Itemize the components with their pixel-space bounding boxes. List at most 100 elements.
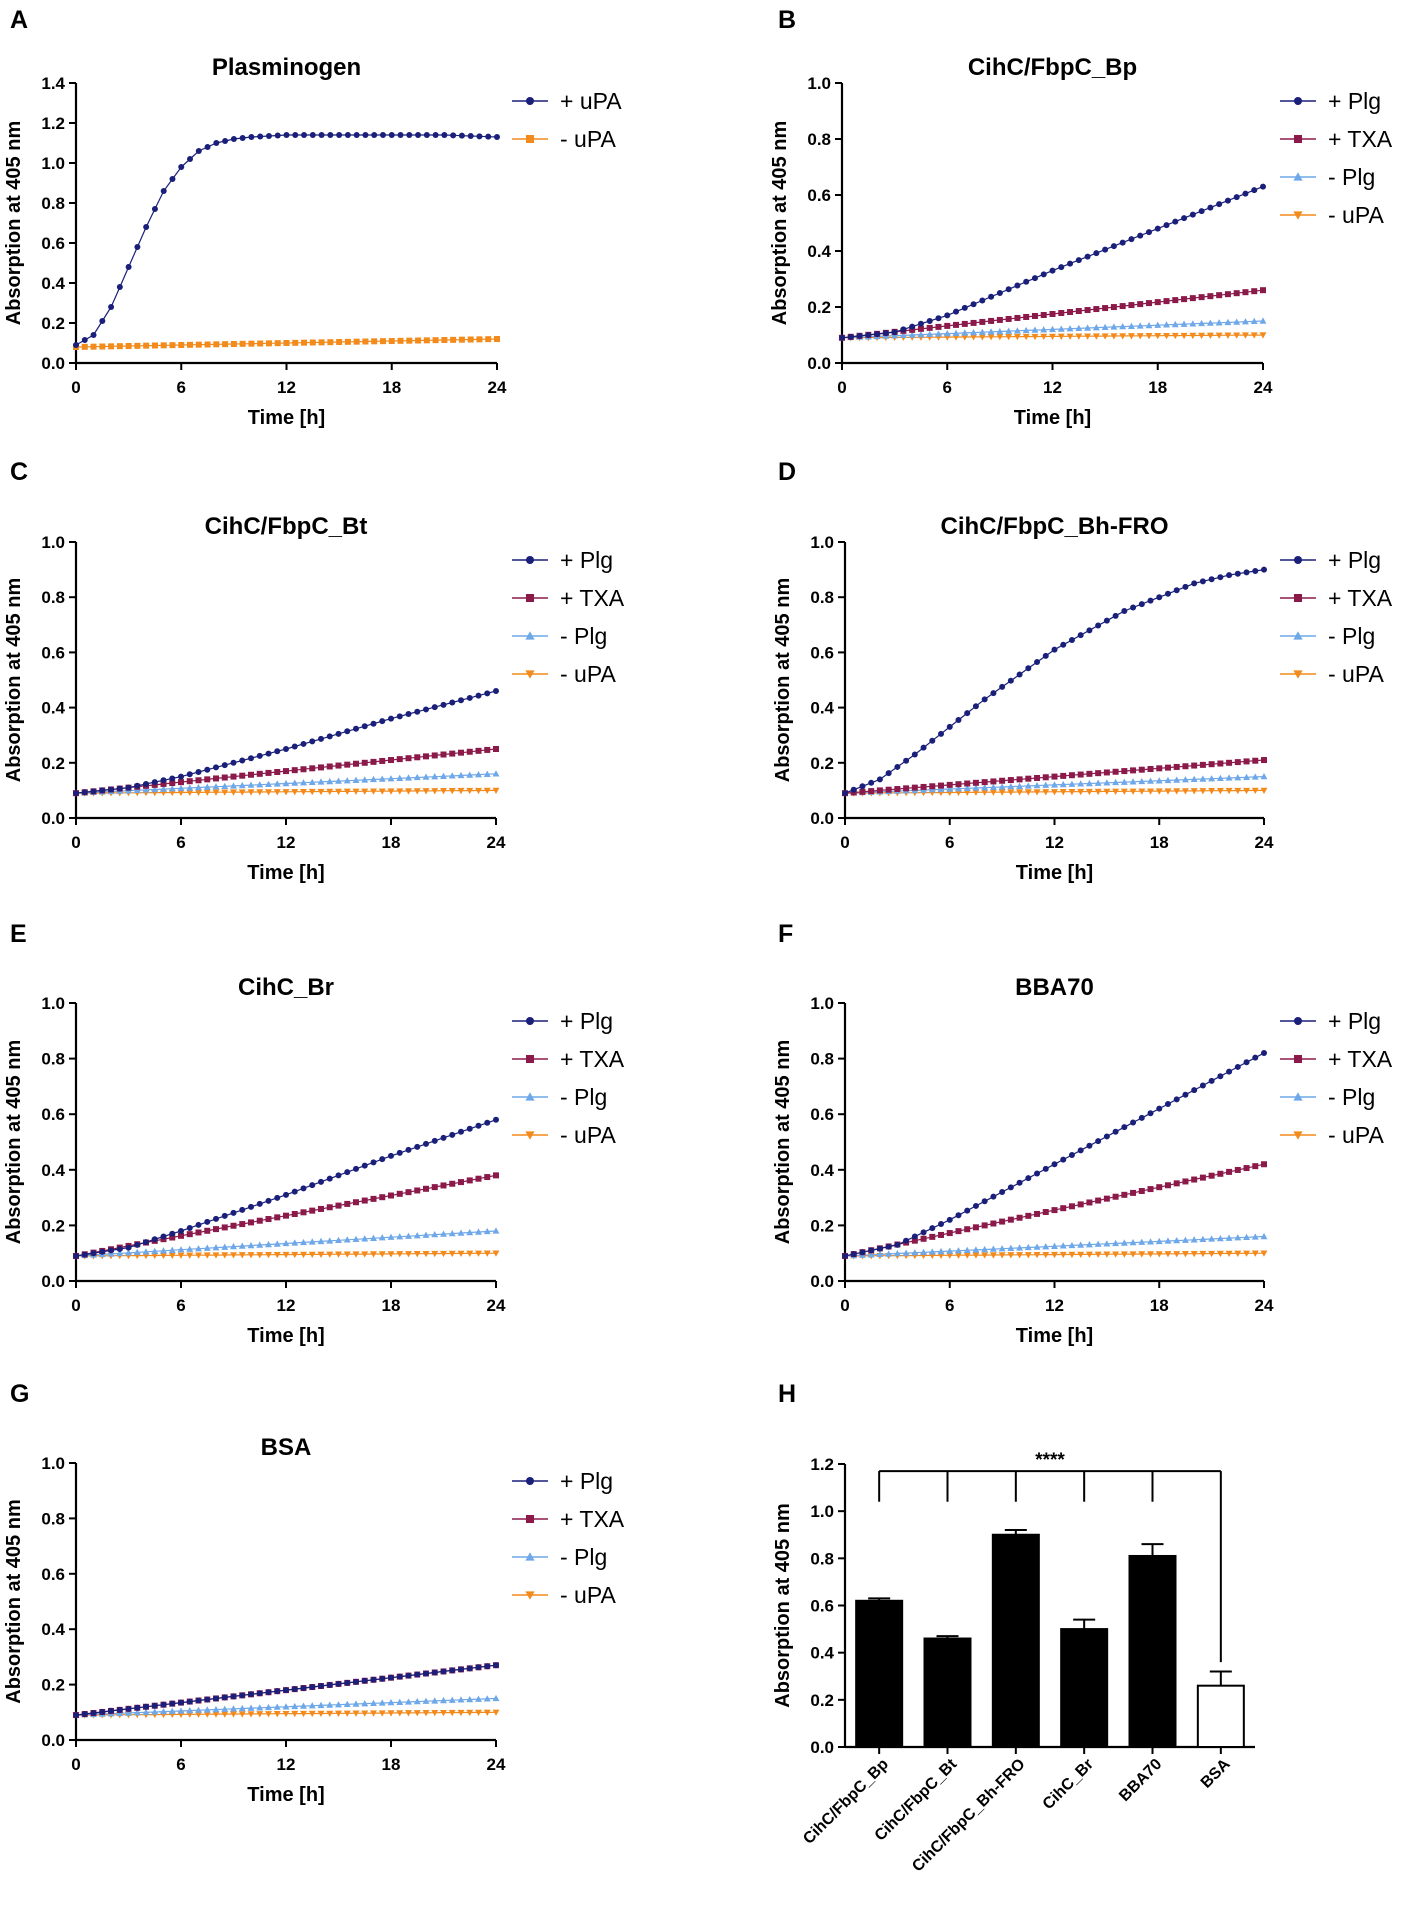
legend-label: - uPA [1328, 661, 1384, 687]
legend-label: - Plg [1328, 1084, 1375, 1110]
data-point [422, 788, 430, 795]
data-point [1261, 566, 1267, 573]
data-point [204, 144, 211, 150]
data-point [73, 342, 79, 348]
data-point [1243, 569, 1250, 576]
data-point [265, 133, 272, 139]
data-point [1051, 646, 1058, 653]
data-point [413, 773, 421, 781]
data-point [308, 778, 316, 785]
data-point [1066, 325, 1074, 332]
data-point [256, 1252, 264, 1259]
legend: + Plg + TXA - Plg - uPA [512, 547, 625, 687]
data-point [352, 1700, 360, 1707]
data-point [937, 1247, 945, 1255]
panel-title: CihC/FbpC_Bp [968, 54, 1137, 81]
data-point [1164, 1182, 1171, 1189]
data-point [361, 1235, 369, 1242]
data-point [1112, 778, 1120, 786]
data-point [291, 1702, 299, 1710]
data-point [1024, 1252, 1032, 1259]
y-tick-label: 0.8 [810, 1549, 834, 1568]
x-tick-label: 6 [176, 1755, 185, 1774]
data-point [483, 1709, 491, 1716]
data-point [352, 788, 360, 795]
legend-label: + Plg [560, 1468, 613, 1494]
data-point [970, 334, 978, 341]
data-point [344, 728, 351, 735]
data-point [1171, 332, 1179, 340]
series-txa [842, 757, 1267, 797]
x-category-label: BBA70 [1116, 1756, 1165, 1805]
data-point [230, 759, 237, 766]
data-point [1059, 1242, 1067, 1249]
data-point [1075, 257, 1082, 264]
x-tick-label: 24 [487, 833, 506, 852]
data-point [1189, 211, 1196, 218]
data-point [1163, 321, 1170, 328]
data-point [1138, 766, 1145, 773]
y-tick-label: 0.6 [41, 1105, 65, 1124]
data-point [1051, 773, 1058, 780]
data-point [466, 1709, 474, 1717]
legend-item: - Plg [1280, 1084, 1375, 1110]
data-point [1129, 1239, 1137, 1246]
data-point [335, 1710, 342, 1717]
data-point [291, 1686, 298, 1693]
data-point [475, 1664, 482, 1671]
data-point [917, 325, 924, 332]
data-point [1016, 671, 1023, 678]
data-point [475, 1709, 482, 1717]
data-point [1120, 1251, 1128, 1258]
legend: + Plg + TXA - Plg - uPA [1280, 547, 1393, 687]
data-point [212, 1252, 220, 1259]
legend-label: - uPA [1328, 202, 1384, 228]
data-point [318, 339, 325, 346]
y-axis-title: Absorption at 405 nm [772, 1040, 794, 1244]
data-point [1215, 332, 1223, 339]
data-point [116, 785, 123, 792]
data-point [133, 1709, 141, 1716]
legend-label: + TXA [560, 1506, 625, 1532]
data-point [909, 323, 916, 330]
data-point [1191, 1176, 1198, 1183]
data-point [1042, 1165, 1049, 1172]
data-point [265, 780, 272, 788]
data-point [1013, 327, 1021, 334]
data-point [186, 1698, 193, 1705]
data-point [308, 788, 316, 796]
data-point [362, 132, 369, 138]
data-point [842, 1252, 848, 1259]
data-point [423, 706, 429, 713]
data-point [431, 773, 439, 780]
data-point [151, 1247, 159, 1254]
data-point [917, 331, 925, 338]
data-point [1137, 232, 1144, 239]
x-tick-label: 0 [840, 1296, 849, 1315]
data-point [203, 1711, 211, 1718]
series-plg [73, 1662, 499, 1719]
data-point [990, 1193, 997, 1200]
data-point [238, 1704, 246, 1712]
data-point [370, 1234, 377, 1241]
y-tick-label: 0.0 [41, 809, 65, 828]
data-point [1154, 333, 1162, 340]
data-point [300, 1702, 307, 1709]
data-point [195, 1697, 202, 1704]
data-point [283, 132, 290, 138]
data-point [143, 1703, 149, 1710]
data-point [352, 1235, 360, 1242]
legend-item: + TXA [1280, 126, 1393, 152]
data-point [282, 1703, 290, 1710]
data-point [248, 755, 254, 762]
data-point [981, 779, 988, 786]
data-point [1025, 1212, 1032, 1219]
data-point [414, 754, 421, 761]
data-point [847, 333, 854, 340]
legend-marker [1293, 172, 1303, 181]
data-point [397, 337, 404, 344]
data-point [396, 1190, 403, 1197]
data-point [431, 752, 438, 759]
data-point [397, 132, 404, 138]
x-tick-label: 24 [487, 1296, 506, 1315]
